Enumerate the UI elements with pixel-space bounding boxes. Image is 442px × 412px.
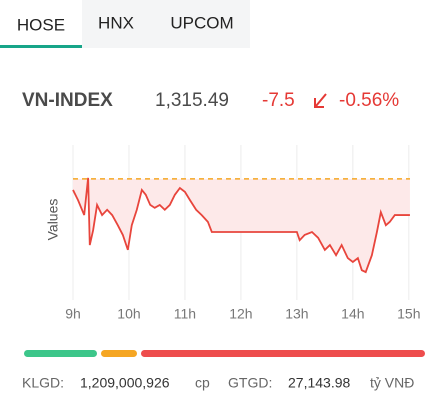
x-tick-label: 12h [229,306,252,322]
chart: Values 9h 10h 11h 12h 13h 14h 15h [45,145,420,322]
tab[interactable]: HNX [98,13,134,32]
breadth-bar [24,350,425,357]
volume: 1,209,000,926 [80,375,170,391]
volume-unit: cp [195,375,210,391]
index-change: -7.5 [262,90,295,111]
index-name: VN-INDEX [22,90,113,111]
price-line [72,177,410,274]
x-tick-label: 11h [174,306,196,322]
active-tab-indicator [0,45,82,48]
breadth-segment [141,350,425,357]
x-tick-label: 15h [397,306,420,322]
tab[interactable]: UPCOM [170,13,233,32]
x-tick-label: 14h [341,306,364,322]
index-percent: -0.56% [339,90,399,111]
x-tick-label: 13h [285,306,308,322]
trade-value: 27,143.98 [288,375,350,391]
y-axis-label: Values [45,199,61,241]
index-value: 1,315.49 [155,90,229,111]
x-tick-label: 10h [117,306,140,322]
x-tick-label: 9h [65,306,81,322]
area-fill [73,177,410,273]
tab[interactable]: HOSE [17,15,65,34]
value-unit: tỷ VNĐ [370,375,414,391]
active-tab-bg [0,0,82,48]
down-arrow [314,93,327,108]
breadth-segment [101,350,137,357]
volume-label: KLGD: [22,375,64,391]
breadth-segment [24,350,97,357]
value-label: GTGD: [228,375,272,391]
